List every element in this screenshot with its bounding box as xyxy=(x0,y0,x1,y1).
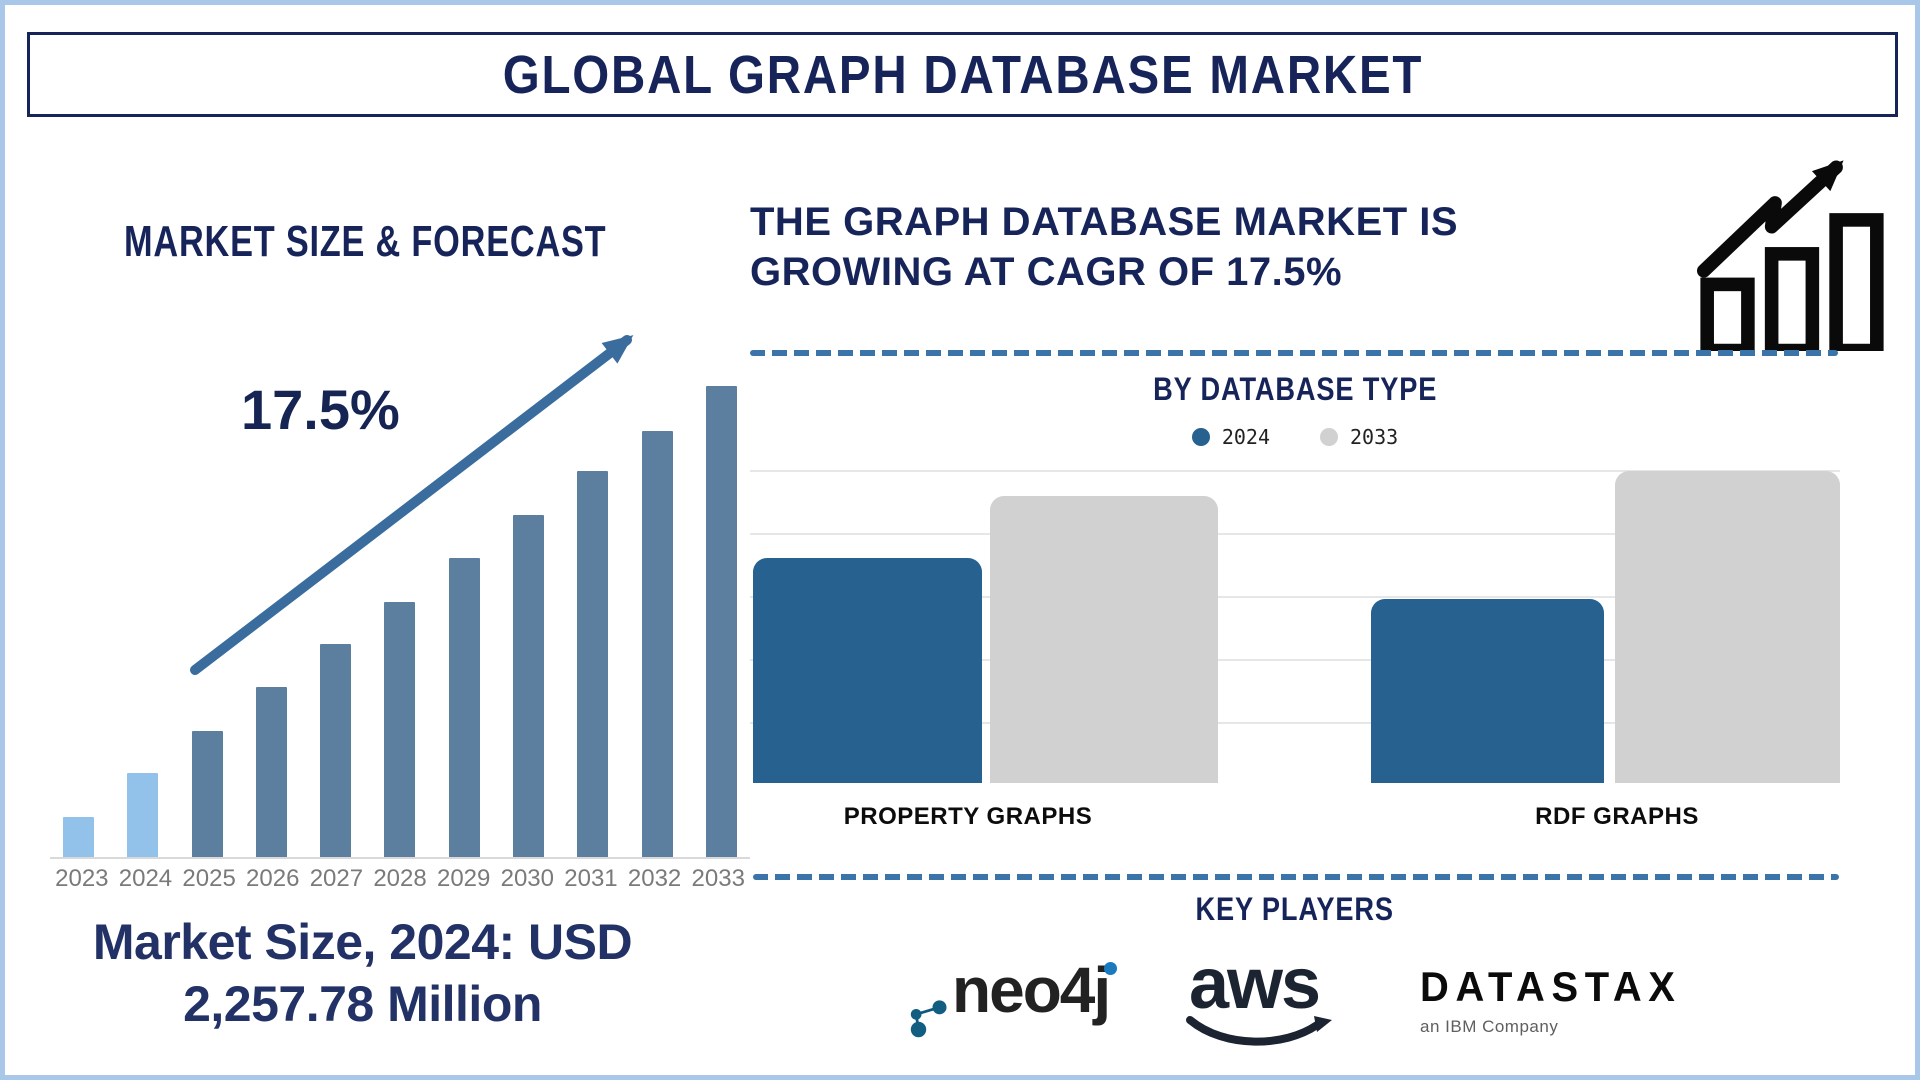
neo4j-graph-icon xyxy=(910,1000,947,1038)
forecast-bar-2026 xyxy=(255,687,287,858)
dashed-divider-top xyxy=(750,350,1838,356)
year-label-2033: 2033 xyxy=(691,865,745,892)
forecast-year-labels: 2023 2024 2025 2026 2027 2028 2029 2030 2031 2032… xyxy=(50,865,750,893)
legend-item-2033: 2033 xyxy=(1320,425,1398,449)
dbtype-plot xyxy=(750,470,1840,783)
forecast-bar-2027 xyxy=(320,644,352,858)
title-box: GLOBAL GRAPH DATABASE MARKET xyxy=(27,32,1898,117)
by-database-type-title: BY DATABASE TYPE xyxy=(1152,371,1438,407)
year-label-2028: 2028 xyxy=(373,865,427,892)
year-label-2032: 2032 xyxy=(627,865,682,892)
cagr-label: 17.5% xyxy=(241,378,400,441)
forecast-bar-2028 xyxy=(384,602,416,858)
bar-rdf-graphs-2024 xyxy=(1371,599,1604,783)
year-label-2026: 2026 xyxy=(246,865,300,892)
year-label-2027: 2027 xyxy=(309,865,364,892)
legend-dot-2024 xyxy=(1191,428,1210,446)
legend-item-2024: 2024 xyxy=(1191,425,1270,449)
forecast-chart-title: MARKET SIZE & FORECAST xyxy=(123,217,607,266)
bar-rdf-graphs-2033 xyxy=(1615,471,1840,783)
year-label-2024: 2024 xyxy=(118,865,173,892)
forecast-bar-2031 xyxy=(577,471,609,858)
year-label-2030: 2030 xyxy=(500,865,554,892)
forecast-bar-2030 xyxy=(513,515,545,858)
datastax-subtitle: an IBM Company xyxy=(1420,1017,1559,1036)
neo4j-j-dot xyxy=(1104,962,1117,975)
forecast-bar-2025 xyxy=(191,731,223,858)
neo4j-wordmark: neo4j xyxy=(952,954,1111,1026)
forecast-bar-2032 xyxy=(641,431,673,858)
forecast-bar-2023 xyxy=(63,817,94,858)
aws-logo: aws xyxy=(1183,944,1343,1049)
headline-line2: GROWING AT CAGR OF 17.5% xyxy=(750,250,1343,294)
year-label-2029: 2029 xyxy=(436,865,491,892)
page-title: GLOBAL GRAPH DATABASE MARKET xyxy=(502,44,1423,105)
forecast-bar-2024 xyxy=(127,773,159,858)
category-label-rdf-graphs: RDF GRAPHS xyxy=(1535,803,1699,830)
bar-property-graphs-2033 xyxy=(990,496,1218,783)
legend-label-2033: 2033 xyxy=(1350,425,1399,449)
category-label-property-graphs: PROPERTY GRAPHS xyxy=(843,803,1093,830)
key-players-title: KEY PLAYERS xyxy=(1195,891,1395,927)
bar-property-graphs-2024 xyxy=(753,558,982,783)
year-label-2025: 2025 xyxy=(182,865,236,892)
market-size-caption: Market Size, 2024: USD 2,257.78 Million xyxy=(30,911,695,1035)
legend-dot-2033 xyxy=(1320,428,1338,446)
market-size-caption-line1: Market Size, 2024: USD xyxy=(92,914,633,970)
forecast-bars xyxy=(50,386,750,858)
headline: THE GRAPH DATABASE MARKET IS GROWING AT … xyxy=(750,197,1540,297)
aws-wordmark: aws xyxy=(1189,944,1321,1024)
trend-arrow-icon xyxy=(190,335,634,675)
forecast-axis-line xyxy=(50,857,750,859)
headline-line1: THE GRAPH DATABASE MARKET IS xyxy=(750,200,1459,244)
year-label-2023: 2023 xyxy=(55,865,109,892)
forecast-bar-2029 xyxy=(448,558,480,858)
datastax-wordmark: DATASTAX xyxy=(1420,963,1682,1010)
forecast-bar-2033 xyxy=(705,386,737,858)
year-label-2031: 2031 xyxy=(564,865,618,892)
datastax-logo: DATASTAX an IBM Company xyxy=(1420,963,1760,1043)
market-size-caption-line2: 2,257.78 Million xyxy=(183,976,542,1032)
neo4j-logo: neo4j xyxy=(908,953,1148,1045)
growth-chart-icon xyxy=(1697,160,1884,351)
aws-smile-arrow-icon xyxy=(1186,1016,1332,1046)
chart-legend: 2024 2033 xyxy=(750,425,1840,449)
legend-label-2024: 2024 xyxy=(1221,425,1270,449)
dashed-divider-bottom xyxy=(753,874,1839,880)
